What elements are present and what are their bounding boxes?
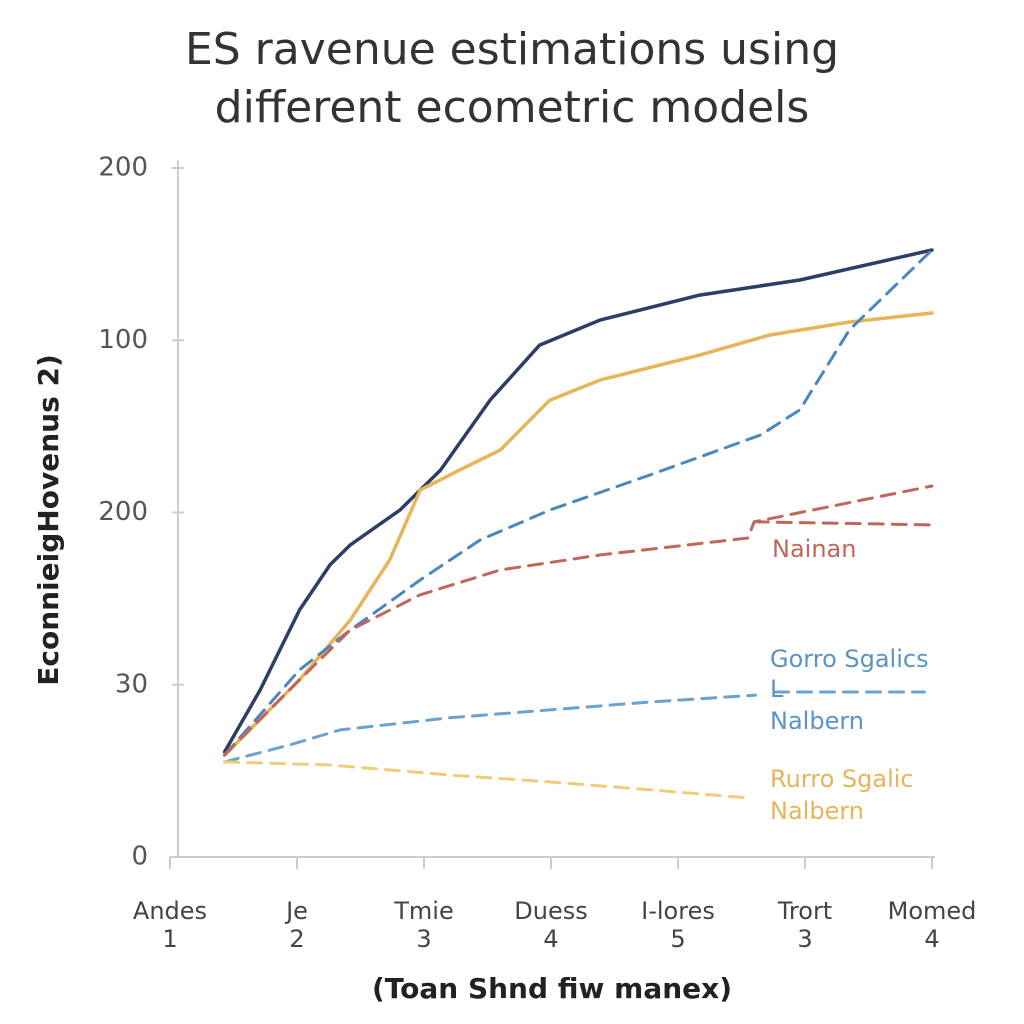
y-tick-label: 30 — [115, 669, 148, 699]
x-tick-label: Tmie 3 — [393, 897, 453, 953]
chart-title: different ecometric models — [215, 82, 810, 133]
series-line — [223, 248, 934, 757]
x-tick-label: Duess 4 — [514, 897, 587, 953]
x-tick-label: Andes 1 — [133, 897, 207, 953]
x-tick-label: I-lores 5 — [641, 897, 715, 953]
series-line — [223, 760, 752, 800]
x-tick-label: Momed 4 — [888, 897, 977, 953]
chart-title: ES ravenue estimations using — [185, 24, 839, 75]
series-line — [223, 693, 757, 764]
x-tick-label: Trort 3 — [777, 897, 832, 953]
y-tick-label: 100 — [98, 325, 148, 355]
y-tick-label: 200 — [98, 153, 148, 183]
y-axis-label: EconnieigHovenus 2) — [32, 354, 65, 686]
annotation: Nalbern — [770, 707, 864, 735]
annotation: Rurro Sgalic — [770, 765, 914, 793]
annotation: Gorro Sgalics — [770, 645, 929, 673]
x-tick-label: Je 2 — [284, 897, 308, 953]
series-line — [222, 248, 934, 754]
annotation: Nainan — [772, 535, 856, 563]
series-line — [222, 311, 934, 757]
y-tick-label: 200 — [98, 497, 148, 527]
annotation: L — [770, 675, 784, 703]
series-line — [223, 484, 934, 757]
annotation: Nalbern — [770, 797, 864, 825]
y-tick-label: 0 — [131, 842, 148, 872]
series-line — [752, 520, 934, 527]
x-axis-label: (Toan Shnd fiw manex) — [372, 972, 732, 1005]
